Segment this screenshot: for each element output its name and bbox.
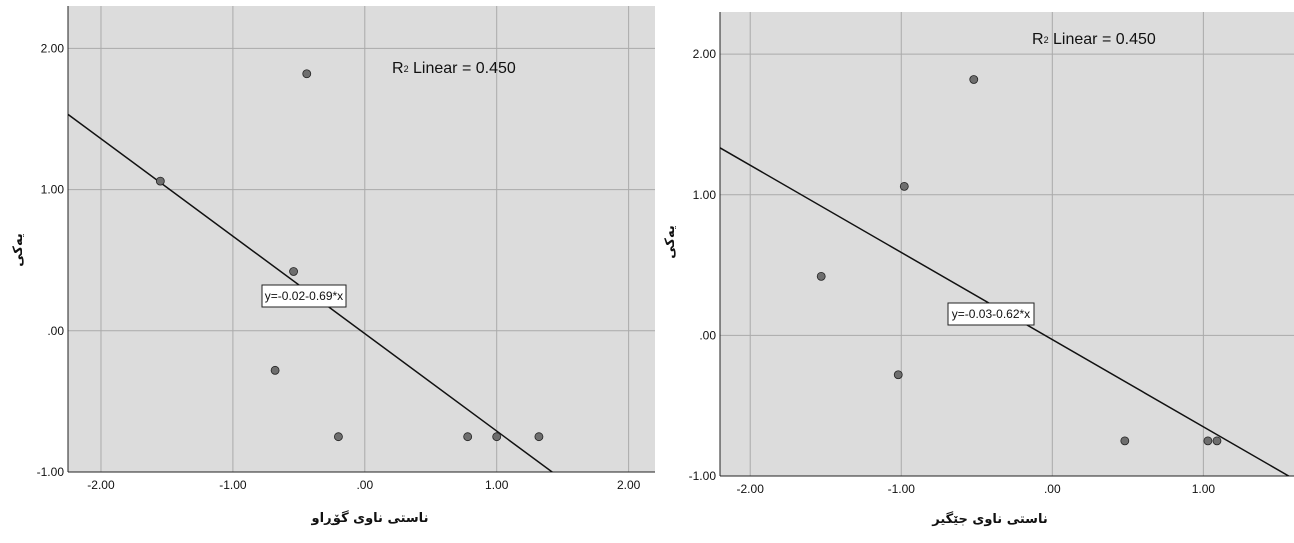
r-squared-value: Linear = 0.450 xyxy=(1049,31,1156,48)
x-tick-label: -2.00 xyxy=(87,478,115,492)
data-point xyxy=(289,267,298,276)
y-tick-label: 2.00 xyxy=(693,47,717,61)
data-point xyxy=(893,370,903,380)
equation-label: y=-0.02-0.69*x xyxy=(265,289,343,303)
chart-right-panel: -2.00 -1.00 .00 1.00 -1.00 .00 1.00 2.00 y=-0.03… xyxy=(660,0,1294,543)
r-squared-value: Linear = 0.450 xyxy=(409,60,516,77)
y-tick-label: 2.00 xyxy=(41,41,65,55)
plot-area xyxy=(720,12,1294,476)
data-point xyxy=(816,271,826,281)
x-tick-label: 1.00 xyxy=(485,478,509,492)
data-point xyxy=(334,432,343,442)
r-squared-prefix: R xyxy=(1032,31,1044,48)
x-tick-label: .00 xyxy=(1044,482,1061,496)
chart-left-panel: -2.00 -1.00 .00 1.00 2.00 -1.00 .00 1.00 2.00 y=-… xyxy=(11,6,655,526)
r-squared-prefix: R xyxy=(392,60,404,77)
regression-line xyxy=(68,113,554,472)
x-tick-label: -1.00 xyxy=(888,482,916,496)
x-tick-label: -2.00 xyxy=(737,482,765,496)
data-point xyxy=(1203,436,1213,446)
x-tick-label: -1.00 xyxy=(219,478,247,492)
y-axis-title: یەکی xyxy=(663,225,678,258)
scatter-chart-left: -2.00 -1.00 .00 1.00 2.00 -1.00 .00 1.00 2.00 y=-… xyxy=(11,6,655,526)
y-tick-label: .00 xyxy=(47,324,64,338)
data-point xyxy=(270,365,280,375)
r-squared-label: R2 Linear = 0.450 xyxy=(392,60,516,77)
data-point xyxy=(155,176,165,186)
data-point xyxy=(1120,436,1130,446)
x-tick-label: 2.00 xyxy=(617,478,641,492)
equation-box xyxy=(261,284,347,308)
y-tick-label: -1.00 xyxy=(689,469,717,483)
x-tick-label: 1.00 xyxy=(1192,482,1216,496)
data-point xyxy=(534,432,544,442)
y-tick-label: -1.00 xyxy=(37,465,65,479)
plot-area xyxy=(68,6,655,472)
panel-divider xyxy=(655,0,660,543)
r-squared-label: R2 Linear = 0.450 xyxy=(1032,31,1156,48)
y-axis-title: یەکی xyxy=(11,233,26,266)
equation-box xyxy=(947,302,1035,326)
x-axis-title: ناستی ناوی جێگیر xyxy=(931,511,1047,527)
data-point xyxy=(463,432,473,442)
x-axis-title: ناستی ناوی گۆڕاو xyxy=(311,510,429,526)
y-tick-label: 1.00 xyxy=(693,188,717,202)
x-tick-label: .00 xyxy=(356,478,373,492)
fit-line-group xyxy=(68,113,554,472)
data-point xyxy=(492,432,502,442)
data-point xyxy=(1212,436,1222,446)
data-point xyxy=(899,181,909,191)
r-squared-superscript: 2 xyxy=(1044,35,1049,45)
data-point xyxy=(969,75,979,84)
y-tick-label: 1.00 xyxy=(41,183,65,197)
y-tick-label: .00 xyxy=(699,328,716,342)
scatter-chart-right: -2.00 -1.00 .00 1.00 -1.00 .00 1.00 2.00 y=-0.03… xyxy=(663,12,1294,527)
data-point xyxy=(302,69,312,79)
r-squared-superscript: 2 xyxy=(404,64,409,74)
equation-label: y=-0.03-0.62*x xyxy=(952,307,1030,321)
